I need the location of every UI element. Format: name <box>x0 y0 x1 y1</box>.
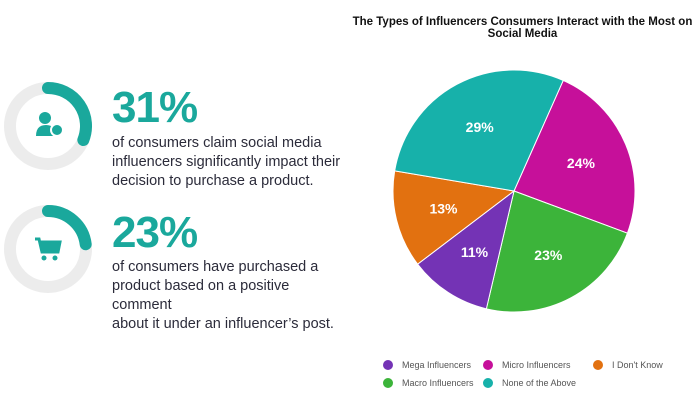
progress-ring <box>4 205 92 293</box>
pie-slice-label: 29% <box>466 119 495 135</box>
legend-item-dont-know: I Don't Know <box>593 360 663 370</box>
pie-chart: 24% 23% 11% 13% 29% <box>392 69 636 313</box>
shopping-cart-icon <box>35 237 62 261</box>
pie-slice-label: 13% <box>429 200 458 216</box>
pie-slice <box>392 170 516 265</box>
stat-value: 23% <box>112 208 198 257</box>
legend-swatch <box>483 378 493 388</box>
pie-slice-label: 23% <box>534 247 563 263</box>
pie-slice <box>416 189 515 310</box>
influencer-user-star-icon <box>36 112 64 137</box>
legend-swatch <box>383 360 393 370</box>
pie-slice-label: 24% <box>567 155 596 171</box>
legend-item-mega: Mega Influencers <box>383 360 471 370</box>
stat-card-purchase: 23% of consumers have purchased a product… <box>0 203 340 332</box>
stat-value: 31% <box>112 83 198 132</box>
progress-ring <box>4 82 92 170</box>
stat-card-influence: 31% of consumers claim social media influ… <box>0 80 340 200</box>
stat-description: of consumers claim social media influence… <box>112 135 341 189</box>
legend-item-micro: Micro Influencers <box>483 360 571 370</box>
chart-title: The Types of Influencers Consumers Inter… <box>352 16 693 40</box>
stat-description: of consumers have purchased a product bas… <box>112 259 334 332</box>
pie-slice <box>485 190 629 313</box>
legend-swatch <box>383 378 393 388</box>
legend-item-none: None of the Above <box>483 378 576 388</box>
legend-swatch <box>593 360 603 370</box>
pie-slice <box>513 79 636 234</box>
legend-item-macro: Macro Influencers <box>383 378 474 388</box>
legend-swatch <box>483 360 493 370</box>
pie-slice <box>394 69 564 192</box>
pie-slice-label: 11% <box>461 244 489 260</box>
